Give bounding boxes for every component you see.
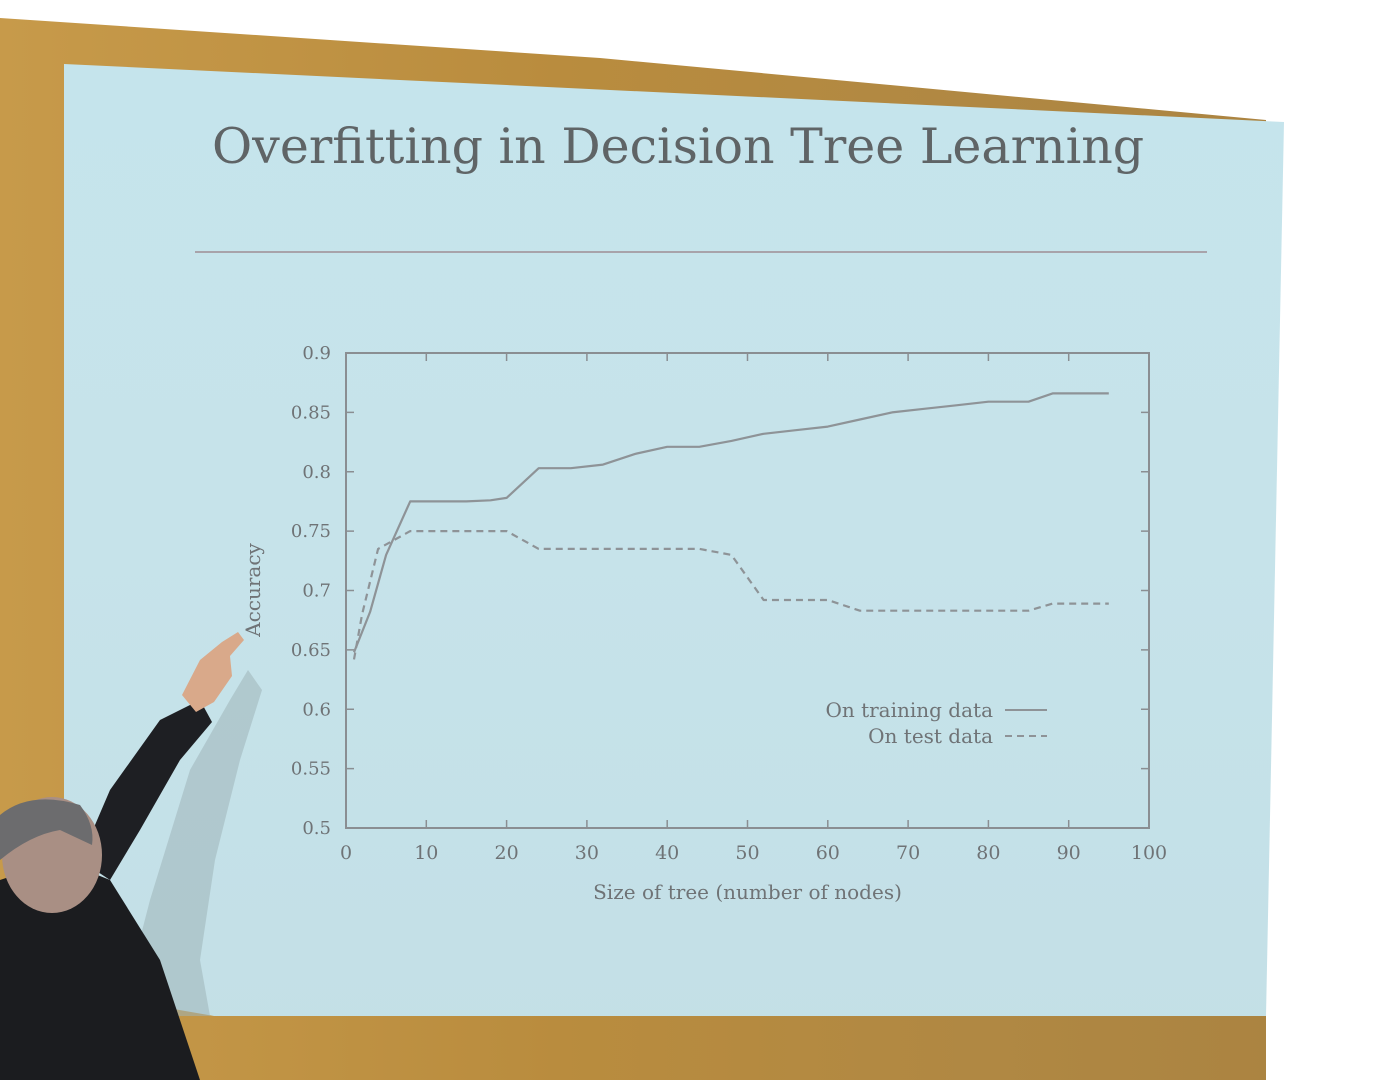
series-line-test <box>352 529 1109 660</box>
x-tick-label: 80 <box>976 842 1000 864</box>
y-axis-label: Accuracy <box>241 542 265 637</box>
y-tick-label: 0.9 <box>302 343 331 364</box>
x-tick-label: 30 <box>575 842 599 864</box>
x-tick-label: 100 <box>1131 842 1167 864</box>
y-tick-label: 0.5 <box>302 818 331 839</box>
legend-label: On test data <box>868 724 993 748</box>
slide-title: Overfitting in Decision Tree Learning <box>212 118 1145 175</box>
title-divider <box>195 251 1207 253</box>
y-tick-label: 0.8 <box>302 462 331 483</box>
x-tick-label: 50 <box>735 842 759 864</box>
presenter-hand <box>182 632 244 712</box>
x-tick-label: 0 <box>340 842 352 864</box>
presenter-arm <box>80 700 212 880</box>
legend-label: On training data <box>825 698 993 722</box>
chart-axes: 0 10 20 30 40 50 60 70 80 90 100 0.5 0.55 0.6 0.65 0.7 0… <box>291 343 1167 864</box>
series-line-training <box>352 392 1109 653</box>
x-axis-label: Size of tree (number of nodes) <box>593 880 902 904</box>
y-tick-label: 0.7 <box>302 581 331 602</box>
presenter-body <box>0 860 200 1080</box>
x-tick-label: 10 <box>414 842 438 864</box>
y-tick-label: 0.55 <box>291 759 331 780</box>
x-tick-label: 60 <box>816 842 840 864</box>
x-tick-label: 20 <box>495 842 519 864</box>
chart-series <box>352 392 1109 660</box>
presenter-hair <box>0 799 93 860</box>
y-tick-label: 0.85 <box>291 402 331 423</box>
x-tick-label: 90 <box>1057 842 1081 864</box>
y-tick-label: 0.75 <box>291 521 331 542</box>
presenter-shadow <box>120 670 262 1016</box>
x-tick-label: 70 <box>896 842 920 864</box>
y-tick-label: 0.6 <box>302 699 331 720</box>
y-tick-label: 0.65 <box>291 640 331 661</box>
x-tick-label: 40 <box>655 842 679 864</box>
